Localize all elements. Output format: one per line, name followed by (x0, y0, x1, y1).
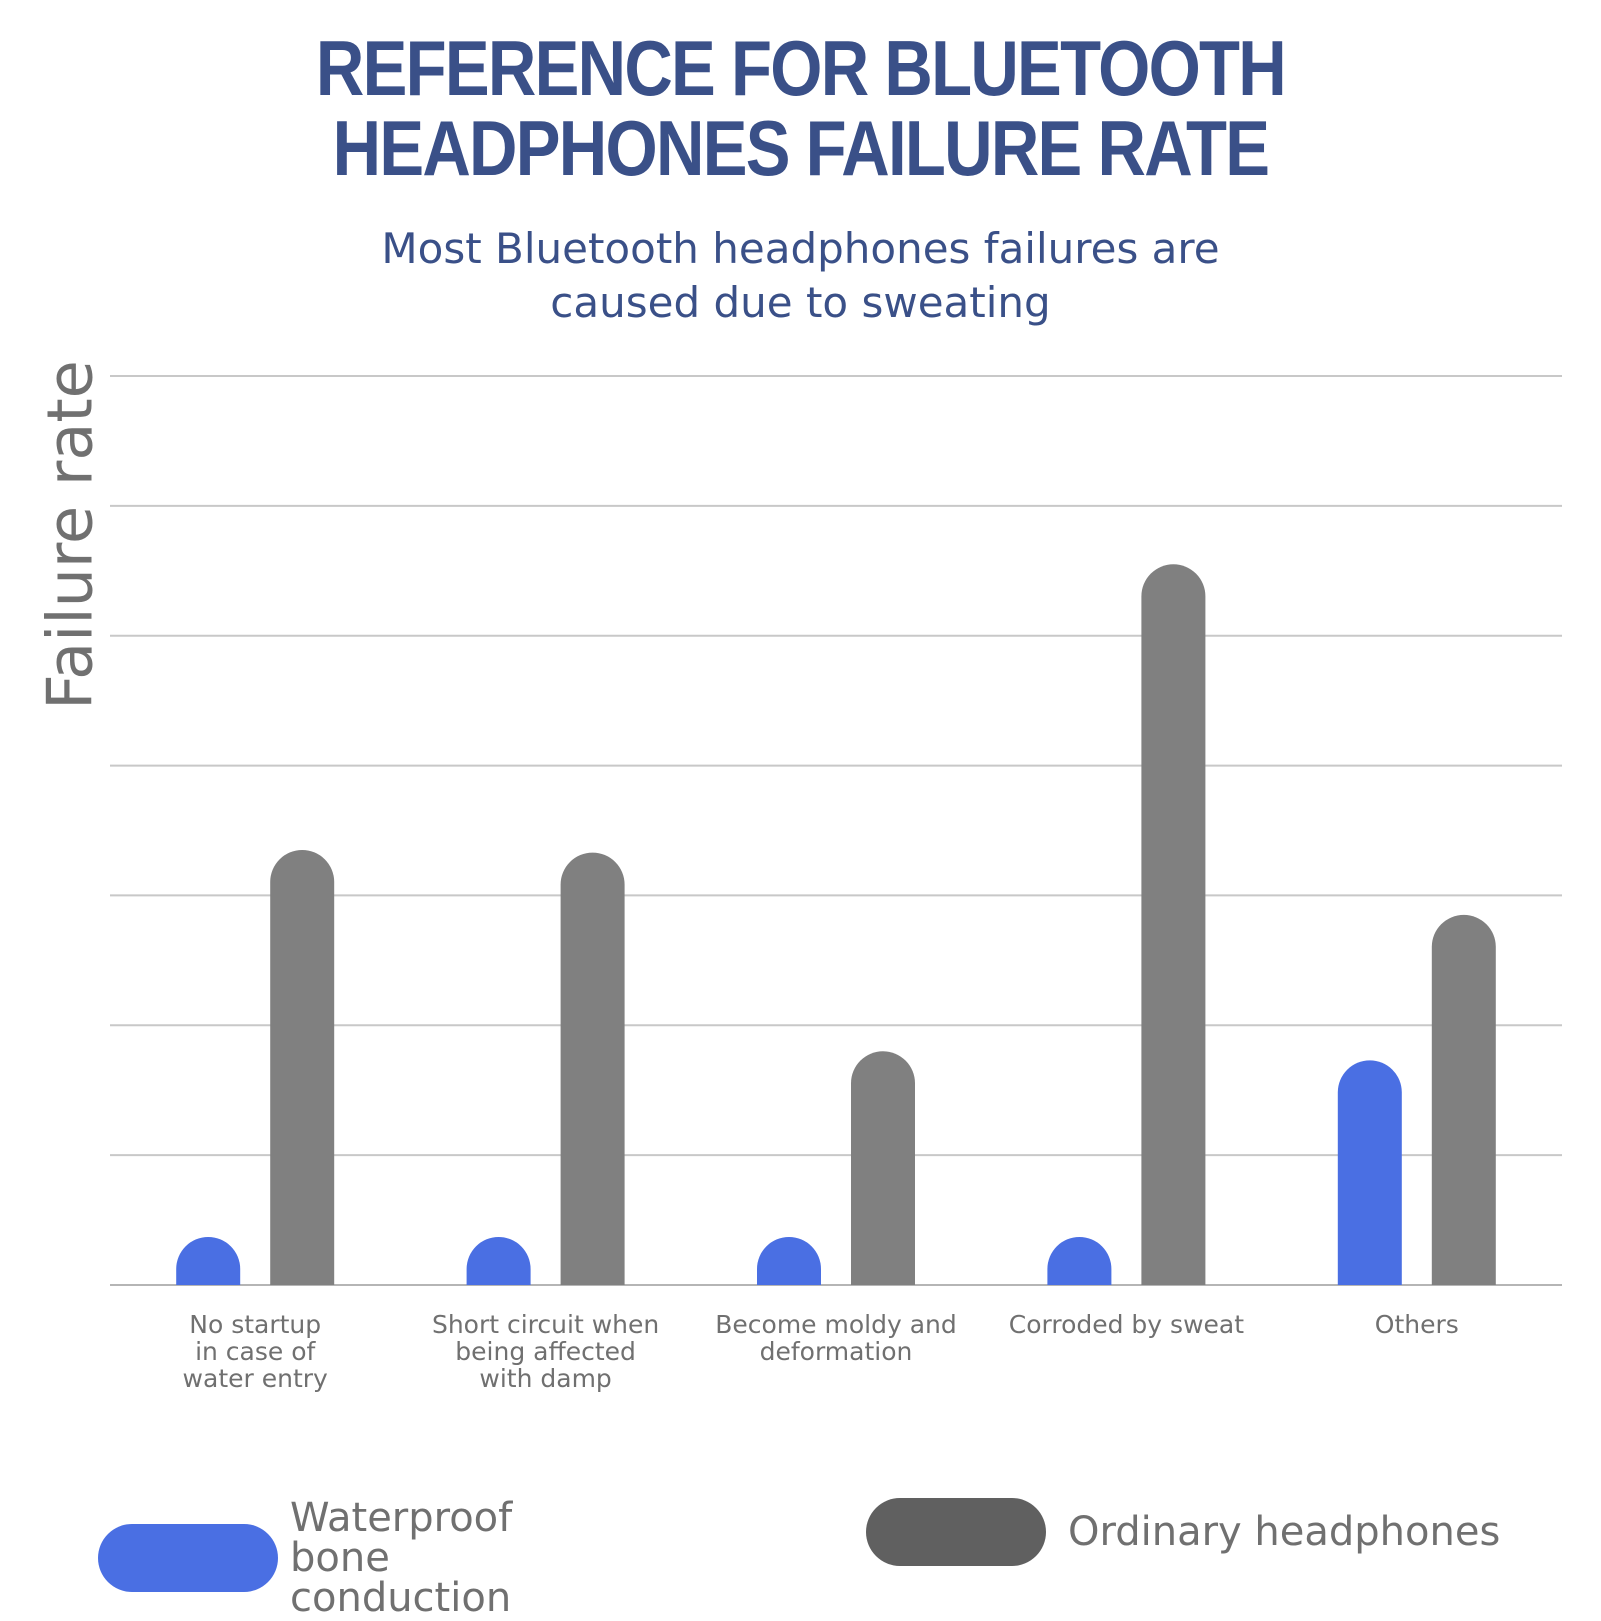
bar-waterproof-bone-conduction-5 (1337, 1060, 1402, 1285)
legend-label-waterproof: Waterproof bone conduction (290, 1495, 513, 1621)
bar-waterproof-bone-conduction-2 (466, 1236, 531, 1285)
bar-waterproof-bone-conduction-4 (1047, 1236, 1112, 1285)
legend-item-waterproof: Waterproof bone conduction (98, 1498, 620, 1618)
gridlines (110, 375, 1562, 1286)
chart-title: REFERENCE FOR BLUETOOTH HEADPHONES FAILU… (112, 28, 1489, 188)
bar-ordinary-headphones-3 (851, 1051, 915, 1285)
x-tick-labels: No startup in case of water entry Short cir… (183, 1310, 1459, 1393)
bars (176, 564, 1496, 1285)
chart-title-line-2: HEADPHONES FAILURE RATE (332, 104, 1270, 192)
x-tick-label-3: Become moldy and deformation (715, 1310, 957, 1366)
bar-ordinary-headphones-4 (1141, 564, 1206, 1285)
bar-waterproof-bone-conduction-3 (757, 1236, 821, 1285)
x-tick-label-4: Corroded by sweat (1009, 1310, 1244, 1339)
bar-waterproof-bone-conduction-1 (176, 1236, 241, 1285)
chart-title-line-1: REFERENCE FOR BLUETOOTH (315, 24, 1287, 112)
bar-ordinary-headphones-1 (270, 849, 335, 1285)
legend-label-ordinary: Ordinary headphones (1068, 1509, 1501, 1555)
legend-swatch-ordinary (866, 1498, 1046, 1566)
bar-ordinary-headphones-5 (1431, 914, 1496, 1285)
bar-ordinary-headphones-2 (560, 852, 625, 1285)
chart-subtitle-line-2: caused due to sweating (550, 278, 1051, 327)
chart-subtitle-line-1: Most Bluetooth headphones failures are (381, 224, 1220, 273)
x-tick-label-1: No startup in case of water entry (183, 1310, 328, 1393)
legend-item-ordinary: Ordinary headphones (866, 1498, 1500, 1566)
x-tick-label-5: Others (1375, 1310, 1459, 1339)
legend-swatch-waterproof (98, 1524, 278, 1592)
x-tick-label-2: Short circuit when being affected with dam… (432, 1310, 659, 1393)
chart-subtitle: Most Bluetooth headphones failures are c… (0, 222, 1601, 330)
